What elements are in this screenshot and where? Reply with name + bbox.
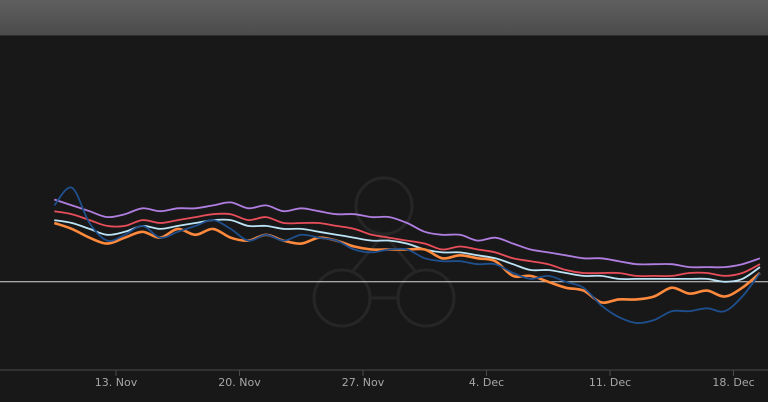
x-tick-label: 11. Dec <box>589 376 631 389</box>
chart-toolbar <box>0 0 768 36</box>
series-line-1 <box>54 198 761 269</box>
series-layer <box>53 186 761 324</box>
x-tick-label: 27. Nov <box>342 376 385 389</box>
x-tick-label: 4. Dec <box>469 376 504 389</box>
series-line-2 <box>54 210 761 278</box>
x-tick-label: 20. Nov <box>218 376 261 389</box>
x-tick-label: 13. Nov <box>95 376 138 389</box>
series-line-5 <box>53 186 761 324</box>
x-tick-label: 18. Dec <box>712 376 754 389</box>
series-line-3 <box>54 218 761 283</box>
